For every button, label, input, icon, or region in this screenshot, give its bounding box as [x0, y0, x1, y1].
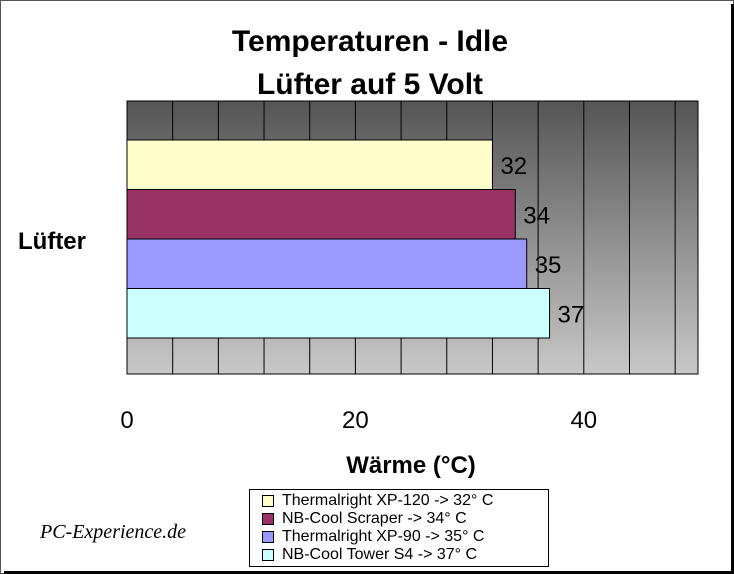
bar-value-label: 35 — [535, 252, 562, 279]
legend-swatch — [262, 549, 274, 561]
x-axis-title: Wärme (°C) — [346, 452, 476, 479]
legend-label: Thermalright XP-120 -> 32° C — [282, 492, 494, 509]
category-label: Lüfter — [18, 228, 86, 255]
bar-value-label: 37 — [558, 301, 585, 328]
bar — [126, 139, 493, 190]
x-tick-label: 40 — [570, 407, 597, 434]
bars — [126, 139, 551, 339]
legend-label: NB-Cool Scraper -> 34° C — [282, 510, 467, 527]
legend-entry: NB-Cool Scraper -> 34° C — [262, 510, 548, 528]
legend-label: Thermalright XP-90 -> 35° C — [282, 528, 485, 545]
legend: Thermalright XP-120 -> 32° C NB-Cool Scra… — [249, 489, 549, 567]
legend-swatch — [262, 531, 274, 543]
legend-swatch — [262, 513, 274, 525]
legend-entry: Thermalright XP-90 -> 35° C — [262, 528, 548, 546]
legend-entry: NB-Cool Tower S4 -> 37° C — [262, 546, 548, 564]
bar — [126, 238, 528, 289]
legend-swatch — [262, 495, 274, 507]
bar — [126, 189, 516, 240]
watermark-text: PC-Experience.de — [40, 521, 187, 543]
frame-shadow-bottom — [4, 571, 734, 574]
chart-title-line1: Temperaturen - Idle — [232, 25, 508, 58]
chart-title-line2: Lüfter auf 5 Volt — [257, 68, 483, 101]
bar-value-label: 32 — [500, 153, 527, 180]
x-tick-label: 20 — [342, 407, 369, 434]
x-tick-label: 0 — [120, 407, 133, 434]
bar-value-label: 34 — [523, 202, 550, 229]
x-axis-ticks: 0 20 40 — [120, 407, 597, 434]
bar — [126, 288, 551, 339]
bar-labels: 32 34 35 37 — [500, 153, 584, 329]
legend-entry: Thermalright XP-120 -> 32° C — [262, 492, 548, 510]
frame-shadow-right — [731, 4, 734, 574]
legend-label: NB-Cool Tower S4 -> 37° C — [282, 546, 478, 563]
